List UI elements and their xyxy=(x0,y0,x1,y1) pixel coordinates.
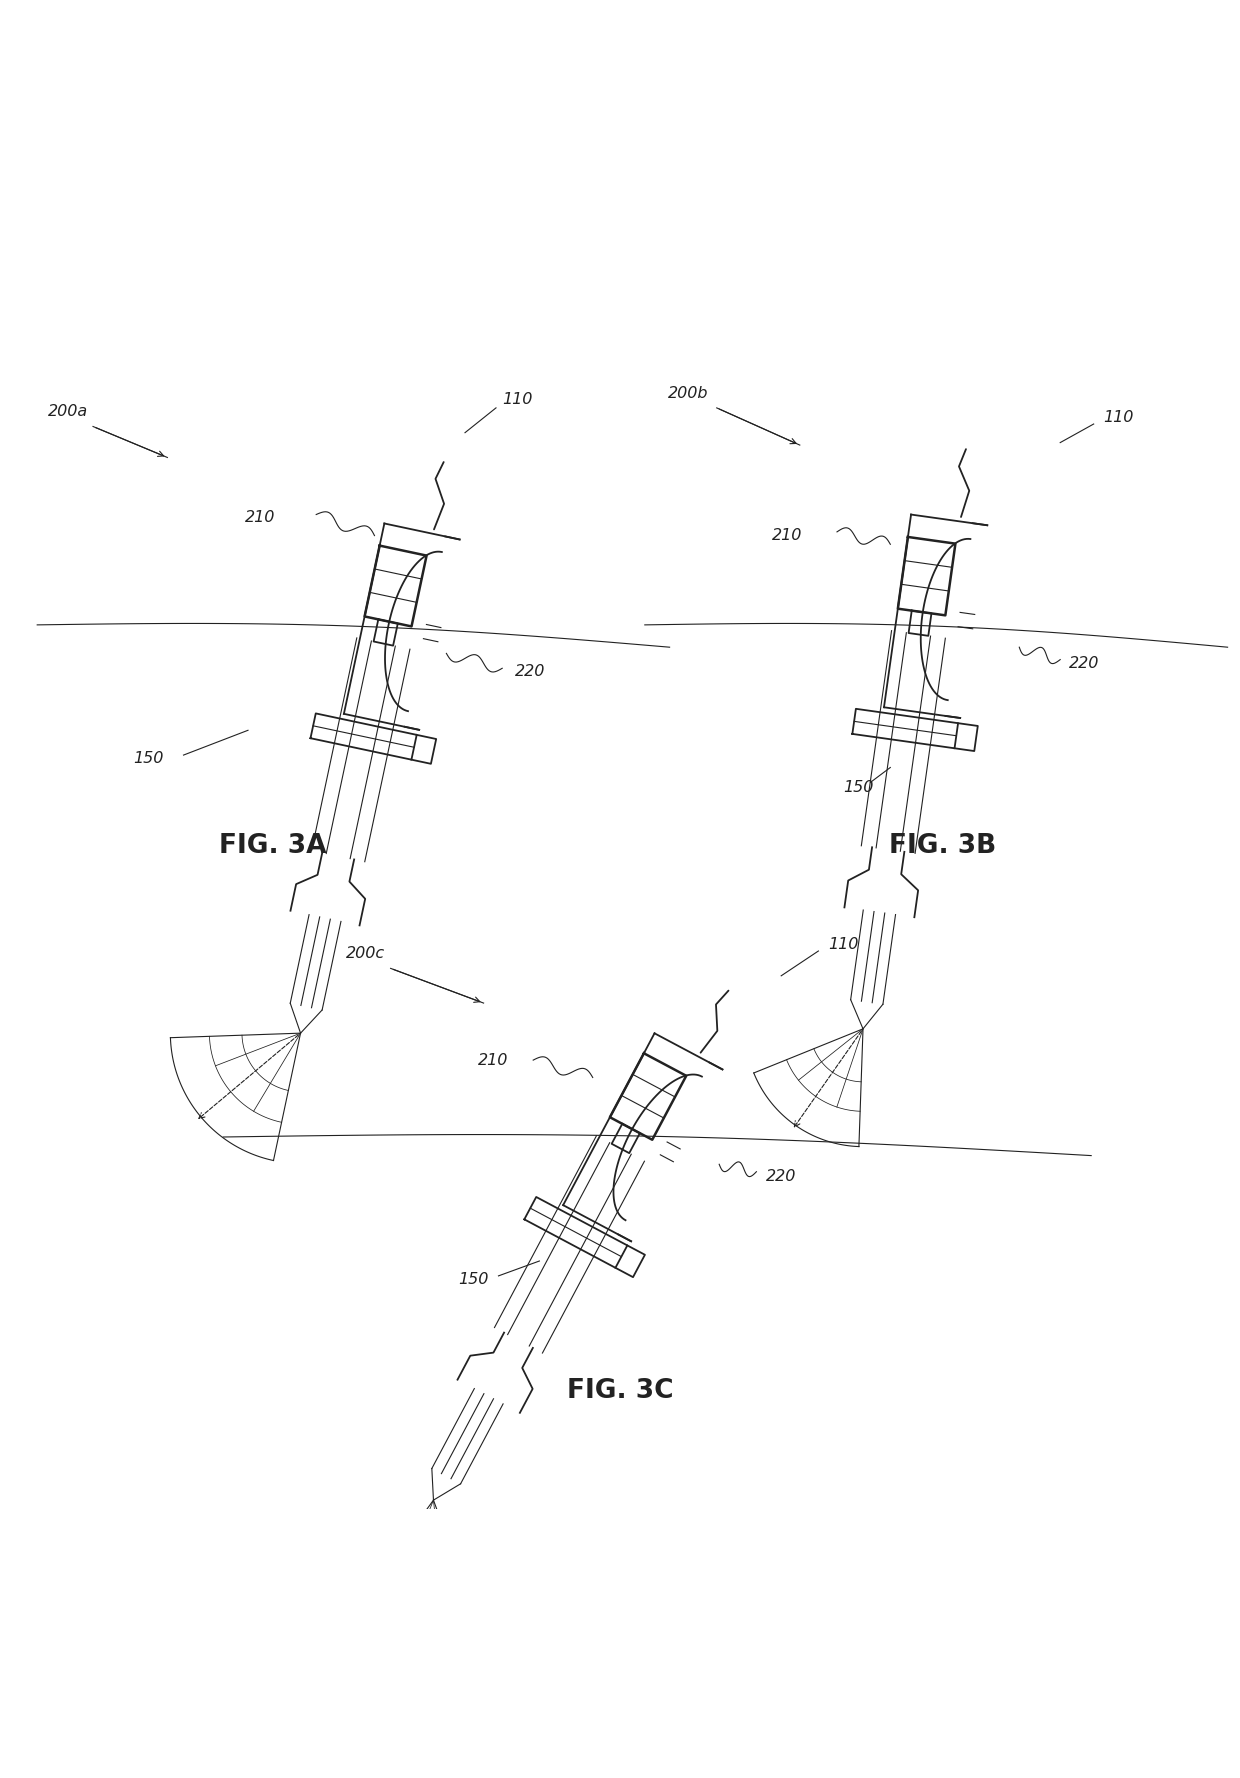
Text: 150: 150 xyxy=(843,781,873,795)
Text: 200a: 200a xyxy=(48,404,88,420)
Text: 200c: 200c xyxy=(346,946,386,960)
Text: 210: 210 xyxy=(479,1053,508,1067)
Text: 220: 220 xyxy=(766,1170,796,1184)
Text: 110: 110 xyxy=(828,937,858,953)
Text: 210: 210 xyxy=(246,510,275,525)
Text: 220: 220 xyxy=(515,665,544,679)
Text: 210: 210 xyxy=(773,528,802,542)
Text: 220: 220 xyxy=(1069,656,1099,670)
Text: FIG. 3A: FIG. 3A xyxy=(219,832,326,859)
Text: 110: 110 xyxy=(502,391,532,407)
Text: 150: 150 xyxy=(459,1271,489,1287)
Text: 110: 110 xyxy=(1104,411,1133,425)
Text: FIG. 3C: FIG. 3C xyxy=(567,1378,673,1405)
Text: FIG. 3B: FIG. 3B xyxy=(889,832,996,859)
Text: 150: 150 xyxy=(134,752,164,766)
Text: 200b: 200b xyxy=(668,386,708,400)
